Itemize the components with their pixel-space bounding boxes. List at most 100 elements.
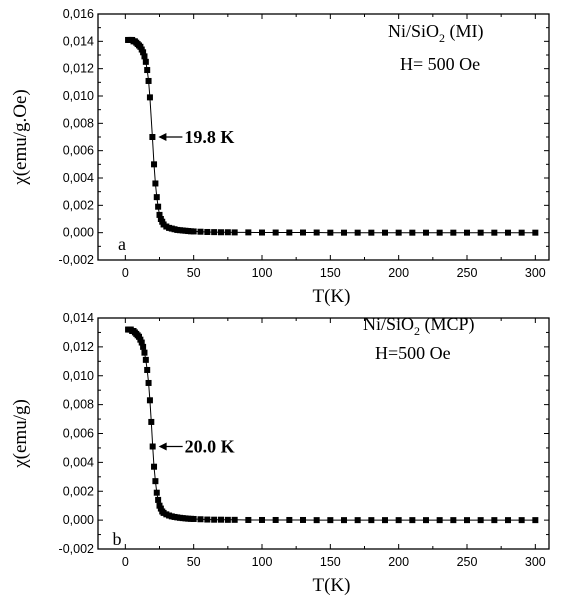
data-point (477, 229, 484, 236)
data-point (211, 229, 218, 236)
data-point (152, 180, 159, 187)
y-tick-label: 0,000 (63, 226, 94, 240)
data-point (141, 349, 148, 356)
data-point (477, 517, 484, 524)
data-point (464, 229, 470, 236)
x-tick-label: 100 (252, 266, 273, 280)
data-point (149, 134, 156, 140)
y-tick-label: 0,012 (63, 62, 94, 76)
y-tick-label: 0,000 (63, 513, 94, 527)
y-tick-label: 0,010 (63, 89, 94, 103)
data-point (156, 211, 163, 218)
y-tick-label: 0,014 (63, 311, 94, 325)
data-point (395, 229, 402, 236)
panel-label: a (118, 234, 126, 254)
y-axis-title: χ(emu/g) (10, 399, 31, 469)
data-point (140, 49, 147, 56)
data-point (138, 339, 145, 346)
data-point (197, 228, 204, 235)
data-point (423, 517, 429, 524)
data-point (286, 229, 293, 236)
sample-annotation: Ni/SiO2 (MCP) (363, 314, 475, 338)
x-tick-label: 150 (320, 266, 341, 280)
y-tick-label: -0,002 (59, 253, 94, 267)
y-tick-label: 0,008 (63, 116, 94, 130)
data-point (146, 94, 153, 101)
data-point (532, 229, 539, 236)
transition-label: 19.8 K (184, 127, 234, 147)
y-tick-label: 0,002 (63, 198, 94, 212)
data-point (231, 516, 238, 523)
data-point (532, 517, 539, 524)
data-point (436, 229, 443, 236)
y-axis-title: χ(emu/g.Oe) (10, 89, 31, 185)
data-point (368, 229, 375, 236)
data-point (142, 356, 149, 363)
y-tick-label: 0,004 (63, 455, 94, 469)
data-point (505, 517, 511, 524)
y-tick-label: 0,002 (63, 484, 94, 498)
data-point (190, 228, 197, 235)
y-tick-label: 0,006 (63, 427, 94, 441)
data-point (450, 229, 457, 236)
y-tick-label: 0,010 (63, 369, 94, 383)
data-point (146, 397, 153, 404)
field-annotation: H=500 Oe (375, 343, 451, 363)
x-tick-label: 200 (388, 266, 409, 280)
data-point (368, 517, 375, 524)
x-tick-label: 50 (187, 266, 201, 280)
y-tick-label: 0,014 (63, 34, 94, 48)
data-point (152, 478, 159, 485)
y-tick-label: 0,008 (63, 398, 94, 412)
data-point (245, 516, 252, 523)
sample-annotation: Ni/SiO2 (MI) (388, 21, 484, 45)
data-point (259, 516, 265, 523)
arrow-head (158, 133, 167, 141)
x-tick-label: 250 (457, 266, 478, 280)
data-point (218, 229, 224, 236)
sample-method: (MCP) (420, 314, 475, 335)
data-point (300, 516, 306, 523)
x-axis-title: T(K) (313, 286, 351, 307)
y-tick-label: 0,012 (63, 340, 94, 354)
data-point (300, 229, 306, 236)
data-point (155, 496, 162, 503)
x-tick-label: 200 (388, 555, 409, 569)
data-point (231, 229, 238, 236)
data-point (141, 53, 148, 60)
data-point (155, 203, 162, 210)
sample-name: Ni/SiO (363, 314, 414, 334)
data-point (464, 517, 470, 524)
data-point (211, 516, 218, 523)
x-axis-title: T(K) (313, 575, 351, 596)
data-point (313, 517, 320, 524)
data-point (197, 516, 204, 523)
data-point (382, 229, 388, 236)
data-point (142, 58, 149, 65)
data-point (224, 516, 231, 523)
data-point (218, 516, 224, 523)
data-point (140, 343, 147, 350)
data-point (341, 229, 347, 236)
y-tick-label: 0,006 (63, 144, 94, 158)
data-point (145, 77, 152, 84)
x-tick-label: 150 (320, 555, 341, 569)
data-point (354, 229, 361, 236)
data-point (259, 229, 265, 236)
data-point (436, 517, 443, 524)
x-tick-label: 0 (122, 266, 129, 280)
data-point (327, 517, 334, 524)
data-point (144, 67, 151, 74)
y-tick-label: 0,004 (63, 171, 94, 185)
x-tick-label: 300 (525, 266, 546, 280)
data-point (224, 229, 231, 236)
arrow-head (158, 442, 167, 451)
data-point (272, 229, 279, 236)
panel-label: b (113, 529, 122, 549)
sample-method: (MI) (445, 21, 484, 42)
data-point (145, 379, 152, 386)
y-tick-label: 0,016 (63, 7, 94, 21)
data-point (313, 229, 320, 236)
x-tick-label: 250 (457, 555, 478, 569)
